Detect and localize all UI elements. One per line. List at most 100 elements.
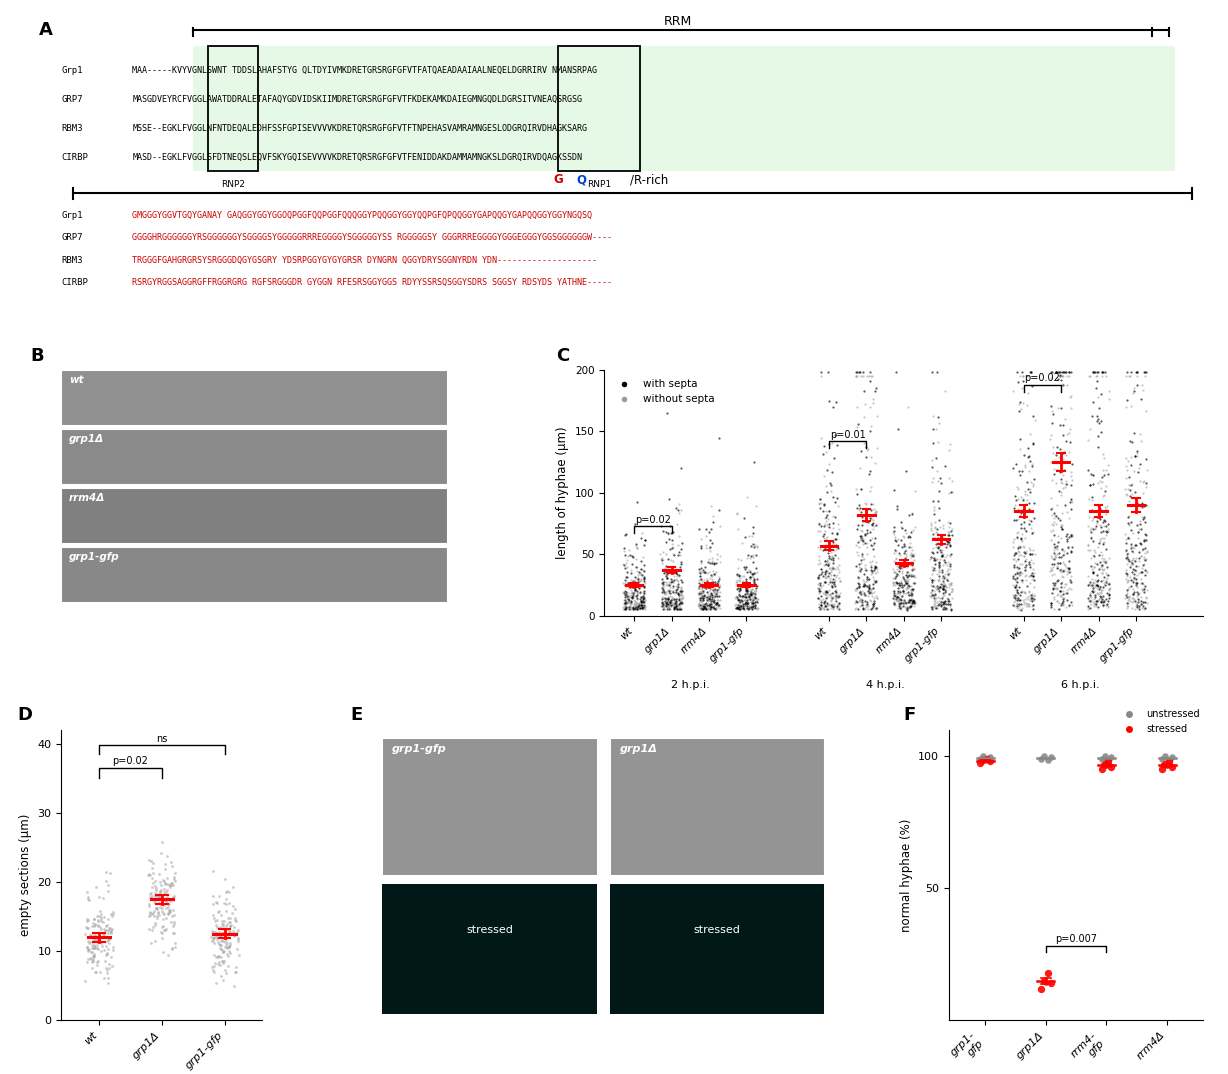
Point [701,598,721,615]
Point [898,563,917,580]
Point [664,564,684,581]
Point [154,911,173,928]
Point [139,867,158,884]
Point [653,580,673,597]
Point [1152,750,1172,767]
Point [701,598,721,615]
Point [1083,572,1103,590]
Point [857,440,877,458]
Point [634,593,653,610]
Point [1034,972,1054,989]
Point [657,597,677,614]
Point [932,590,952,607]
Point [892,577,911,594]
Point [926,590,946,607]
Point [853,550,873,567]
Point [151,844,171,861]
Point [662,591,682,608]
Point [216,890,236,908]
Point [663,524,683,541]
Point [99,955,119,972]
Point [620,587,640,605]
Point [922,574,942,591]
Point [1079,521,1099,538]
Point [92,938,112,955]
Point [212,915,232,932]
Point [739,598,759,615]
Point [99,931,119,948]
Point [149,888,168,905]
Point [938,526,958,543]
Point [899,527,919,545]
Point [744,576,764,593]
Point [850,496,869,513]
Point [744,575,764,592]
Point [1086,577,1105,594]
Point [1121,578,1141,595]
Point [141,934,161,952]
Point [1061,568,1081,585]
Point [1129,523,1148,540]
Point [84,947,103,964]
Point [810,575,830,592]
Point [626,494,646,511]
Point [817,562,836,579]
Point [1023,568,1043,585]
Point [884,594,904,611]
Point [744,571,764,589]
Point [1122,572,1142,590]
Point [1062,526,1082,543]
Point [1078,517,1098,534]
Point [1009,566,1029,583]
Point [157,875,177,892]
Point [1056,527,1076,545]
Point [733,599,753,616]
Point [205,954,225,971]
Point [626,538,646,555]
Point [855,593,874,610]
Point [739,585,759,603]
Point [1009,547,1029,564]
Point [1093,547,1113,564]
Point [815,516,835,533]
Point [84,914,103,931]
Point [96,917,115,934]
Point [862,585,882,603]
Point [858,513,878,531]
Point [846,557,866,575]
Point [1089,584,1109,601]
Point [85,945,104,962]
Point [77,940,97,957]
Point [1008,539,1028,556]
Point [101,930,120,947]
Point [812,518,831,535]
Point [887,593,906,610]
Point [1005,598,1024,615]
Point [1020,480,1040,497]
Point [155,921,174,939]
Point [814,567,834,584]
Point [95,923,114,940]
Point [217,934,237,952]
Point [102,908,122,925]
Point [1121,556,1141,574]
Point [152,894,172,911]
Point [75,926,95,943]
Point [857,441,877,459]
Point [657,594,677,611]
Point [1060,564,1079,581]
Point [1094,529,1114,547]
Point [1018,474,1038,491]
Point [79,942,98,959]
Point [1059,539,1078,556]
Point [818,600,837,618]
Point [1014,505,1034,522]
Point [903,505,922,522]
Point [901,545,921,562]
Point [900,584,920,601]
Point [1018,596,1038,613]
Point [889,597,909,614]
Point [631,589,651,606]
Text: p=0.01: p=0.01 [830,430,866,440]
Point [744,593,764,610]
